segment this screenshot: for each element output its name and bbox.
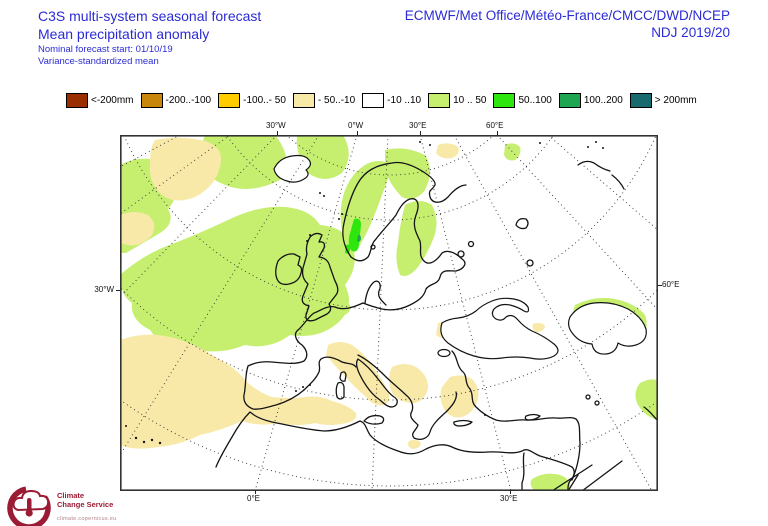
- lake-vanern: [370, 244, 376, 250]
- axis-label-top-30w: 30°W: [266, 121, 286, 130]
- red-sea-west: [551, 464, 593, 491]
- coast-norway-barents: [342, 161, 467, 258]
- black-sea: [440, 297, 559, 360]
- legend-swatch: [292, 92, 315, 108]
- coast-balkans-greece: [357, 354, 458, 440]
- legend-label: 10 .. 50: [453, 94, 487, 106]
- legend-label: > 200mm: [654, 94, 697, 106]
- legend-label: 50..100: [518, 94, 552, 106]
- novaya-zemlya-south: [611, 174, 625, 190]
- axis-label-bottom-30e: 30°E: [500, 494, 518, 503]
- tick-top-30w: [277, 131, 278, 135]
- lake-onega: [467, 240, 475, 248]
- legend-label: 100..200: [583, 94, 623, 106]
- legend-swatch: [558, 92, 581, 108]
- lake-ladoga: [457, 250, 465, 258]
- axis-label-bottom-0e: 0°E: [247, 494, 260, 503]
- tick-left-30w: [116, 290, 120, 291]
- legend-swatch: [362, 92, 385, 108]
- legend-item: 50..100: [493, 92, 552, 108]
- header-left: C3S multi-system seasonal forecast Mean …: [38, 7, 261, 68]
- axis-label-top-0w: 0°W: [348, 121, 364, 130]
- tick-bottom-30e: [510, 490, 511, 494]
- season-text: NDJ 2019/20: [651, 25, 730, 40]
- tick-top-30e: [420, 131, 421, 135]
- gulf-of-aqaba: [567, 474, 579, 491]
- thermometer-icon: [27, 498, 32, 511]
- caspian-sea: [567, 302, 647, 355]
- axis-label-right-60e: 60°E: [662, 280, 680, 289]
- sicily: [363, 414, 385, 425]
- legend-item: -100..- 50: [218, 92, 286, 108]
- iceland: [273, 154, 312, 183]
- legend-swatch: [66, 92, 88, 108]
- lake-van: [585, 394, 591, 400]
- sea-of-marmara: [437, 348, 451, 358]
- red-sea-east: [581, 460, 623, 491]
- small-islands-layer: [125, 141, 604, 445]
- cyprus: [524, 413, 541, 421]
- tick-bottom-0e: [255, 490, 256, 494]
- page-subtitle: Mean precipitation anomaly: [38, 26, 210, 42]
- coast-baltic: [350, 198, 466, 311]
- c3s-logo-icon: [7, 486, 51, 526]
- legend-item: - 50..-10: [292, 92, 356, 108]
- legend-label: -100..- 50: [243, 94, 286, 106]
- lake-urmia: [594, 400, 600, 406]
- coast-west-europe-iberia: [243, 302, 364, 410]
- forecast-centers-text: ECMWF/Met Office/Météo-France/CMCC/DWD/N…: [404, 8, 730, 23]
- coast-italy: [355, 358, 398, 408]
- novaya-zemlya-north: [577, 160, 611, 172]
- map-svg: [120, 135, 658, 491]
- tick-top-0w: [357, 131, 358, 135]
- logo-text-line3: climate.copernicus.eu: [57, 516, 117, 522]
- legend-swatch: [140, 92, 163, 108]
- logo-text-line1: Climate: [57, 491, 85, 500]
- coast-ireland: [275, 253, 303, 286]
- seas-layer: [273, 154, 647, 360]
- legend-item: 100..200: [558, 92, 623, 108]
- legend-label: -10 ..10: [387, 94, 422, 106]
- logo-text-line2: Change Service: [57, 500, 114, 509]
- corsica: [339, 371, 347, 382]
- legend-swatch: [493, 92, 516, 108]
- crete: [453, 419, 473, 427]
- map-frame: [120, 135, 658, 491]
- legend-label: - 50..-10: [317, 94, 356, 106]
- coast-turkey-levant: [451, 350, 581, 481]
- axis-label-top-30e: 30°E: [409, 121, 427, 130]
- legend: <-200mm -200..-100 -100..- 50 - 50..-10 …: [66, 92, 704, 108]
- axis-label-top-60e: 60°E: [486, 121, 504, 130]
- method-text: Variance-standardized mean: [38, 56, 159, 67]
- tick-top-60e: [497, 131, 498, 135]
- coast-north-africa: [215, 411, 575, 491]
- nile-river: [521, 452, 525, 491]
- tick-right-60e: [658, 285, 662, 286]
- forecast-start-text: Nominal forecast start: 01/10/19: [38, 44, 173, 55]
- sardinia: [335, 381, 345, 400]
- legend-item: 10 .. 50: [428, 92, 487, 108]
- legend-item: -200..-100: [140, 92, 212, 108]
- header-right: ECMWF/Met Office/Météo-France/CMCC/DWD/N…: [405, 7, 730, 42]
- coast-denmark: [364, 280, 387, 306]
- thermometer-bulb: [25, 509, 33, 517]
- map: [120, 135, 658, 491]
- legend-swatch: [428, 92, 451, 108]
- legend-label: <-200mm: [91, 94, 134, 106]
- c3s-logo: Climate Change Service climate.copernicu…: [4, 482, 164, 526]
- legend-label: -200..-100: [165, 94, 212, 106]
- legend-item: > 200mm: [629, 92, 697, 108]
- page-title: C3S multi-system seasonal forecast: [38, 8, 262, 24]
- legend-swatch: [218, 92, 241, 108]
- kanin-peninsula: [515, 217, 529, 230]
- kolguyev-island: [526, 259, 534, 267]
- legend-item: <-200mm: [66, 92, 134, 108]
- coastlines-layer: [215, 160, 658, 491]
- axis-label-left-30w: 30°W: [94, 285, 114, 294]
- legend-swatch: [629, 92, 652, 108]
- coast-great-britain: [301, 232, 339, 322]
- legend-item: -10 ..10: [362, 92, 422, 108]
